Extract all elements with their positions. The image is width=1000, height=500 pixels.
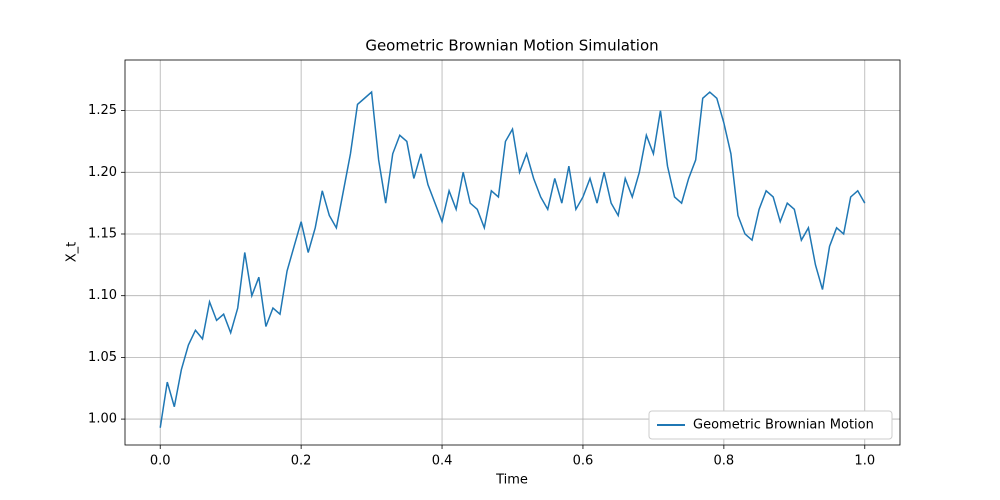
x-tick-label: 0.4 <box>432 454 453 469</box>
x-tick-label: 0.0 <box>150 454 171 469</box>
y-tick-label: 1.10 <box>88 288 117 303</box>
y-tick-label: 1.00 <box>88 412 117 427</box>
x-axis-label: Time <box>495 473 528 488</box>
legend-label: Geometric Brownian Motion <box>693 418 874 433</box>
y-tick-label: 1.20 <box>88 165 117 180</box>
chart-title: Geometric Brownian Motion Simulation <box>365 37 658 55</box>
y-tick-label: 1.15 <box>88 226 117 241</box>
y-tick-label: 1.25 <box>88 103 117 118</box>
line <box>159 90 866 428</box>
legend <box>648 410 893 440</box>
y-axis-label: X_t <box>65 242 80 263</box>
plot-frame <box>124 59 901 446</box>
x-tick-label: 0.8 <box>714 454 735 469</box>
y-tick-label: 1.05 <box>88 350 117 365</box>
x-tick-label: 1.0 <box>854 454 875 469</box>
x-tick-label: 0.2 <box>291 454 312 469</box>
x-tick-label: 0.6 <box>573 454 594 469</box>
